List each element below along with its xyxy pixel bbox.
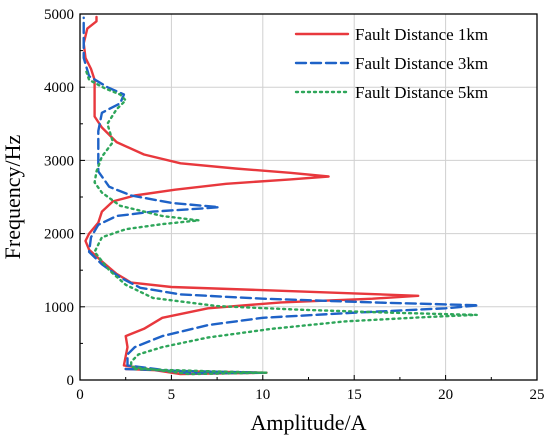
- legend: Fault Distance 1km Fault Distance 3km Faul…: [294, 25, 488, 102]
- x-tick-label: 20: [438, 387, 453, 403]
- y-tick-label: 4000: [44, 80, 74, 96]
- x-tick-label: 0: [76, 387, 84, 403]
- x-tick-label: 10: [255, 387, 270, 403]
- x-tick-label: 5: [168, 387, 176, 403]
- series-group: [82, 15, 480, 376]
- x-axis-label: Amplitude/A: [250, 410, 366, 435]
- legend-label-2: Fault Distance 3km: [355, 54, 488, 73]
- series-line-3: [84, 67, 478, 376]
- ticks: 0 5 10 15 20 25 0 1000 2000 3000 4000 5000: [44, 7, 545, 403]
- series-line-1: [82, 15, 420, 376]
- series-line-2: [82, 16, 480, 375]
- y-tick-label: 5000: [44, 7, 74, 23]
- legend-label-3: Fault Distance 5km: [355, 83, 488, 102]
- y-tick-label: 3000: [44, 153, 74, 169]
- x-tick-label: 15: [347, 387, 362, 403]
- y-axis-label: Frequency/Hz: [0, 134, 25, 259]
- y-tick-label: 0: [67, 373, 75, 389]
- y-tick-label: 2000: [44, 227, 74, 243]
- y-tick-label: 1000: [44, 300, 74, 316]
- legend-label-1: Fault Distance 1km: [355, 25, 488, 44]
- x-tick-label: 25: [530, 387, 545, 403]
- grid: [80, 14, 537, 380]
